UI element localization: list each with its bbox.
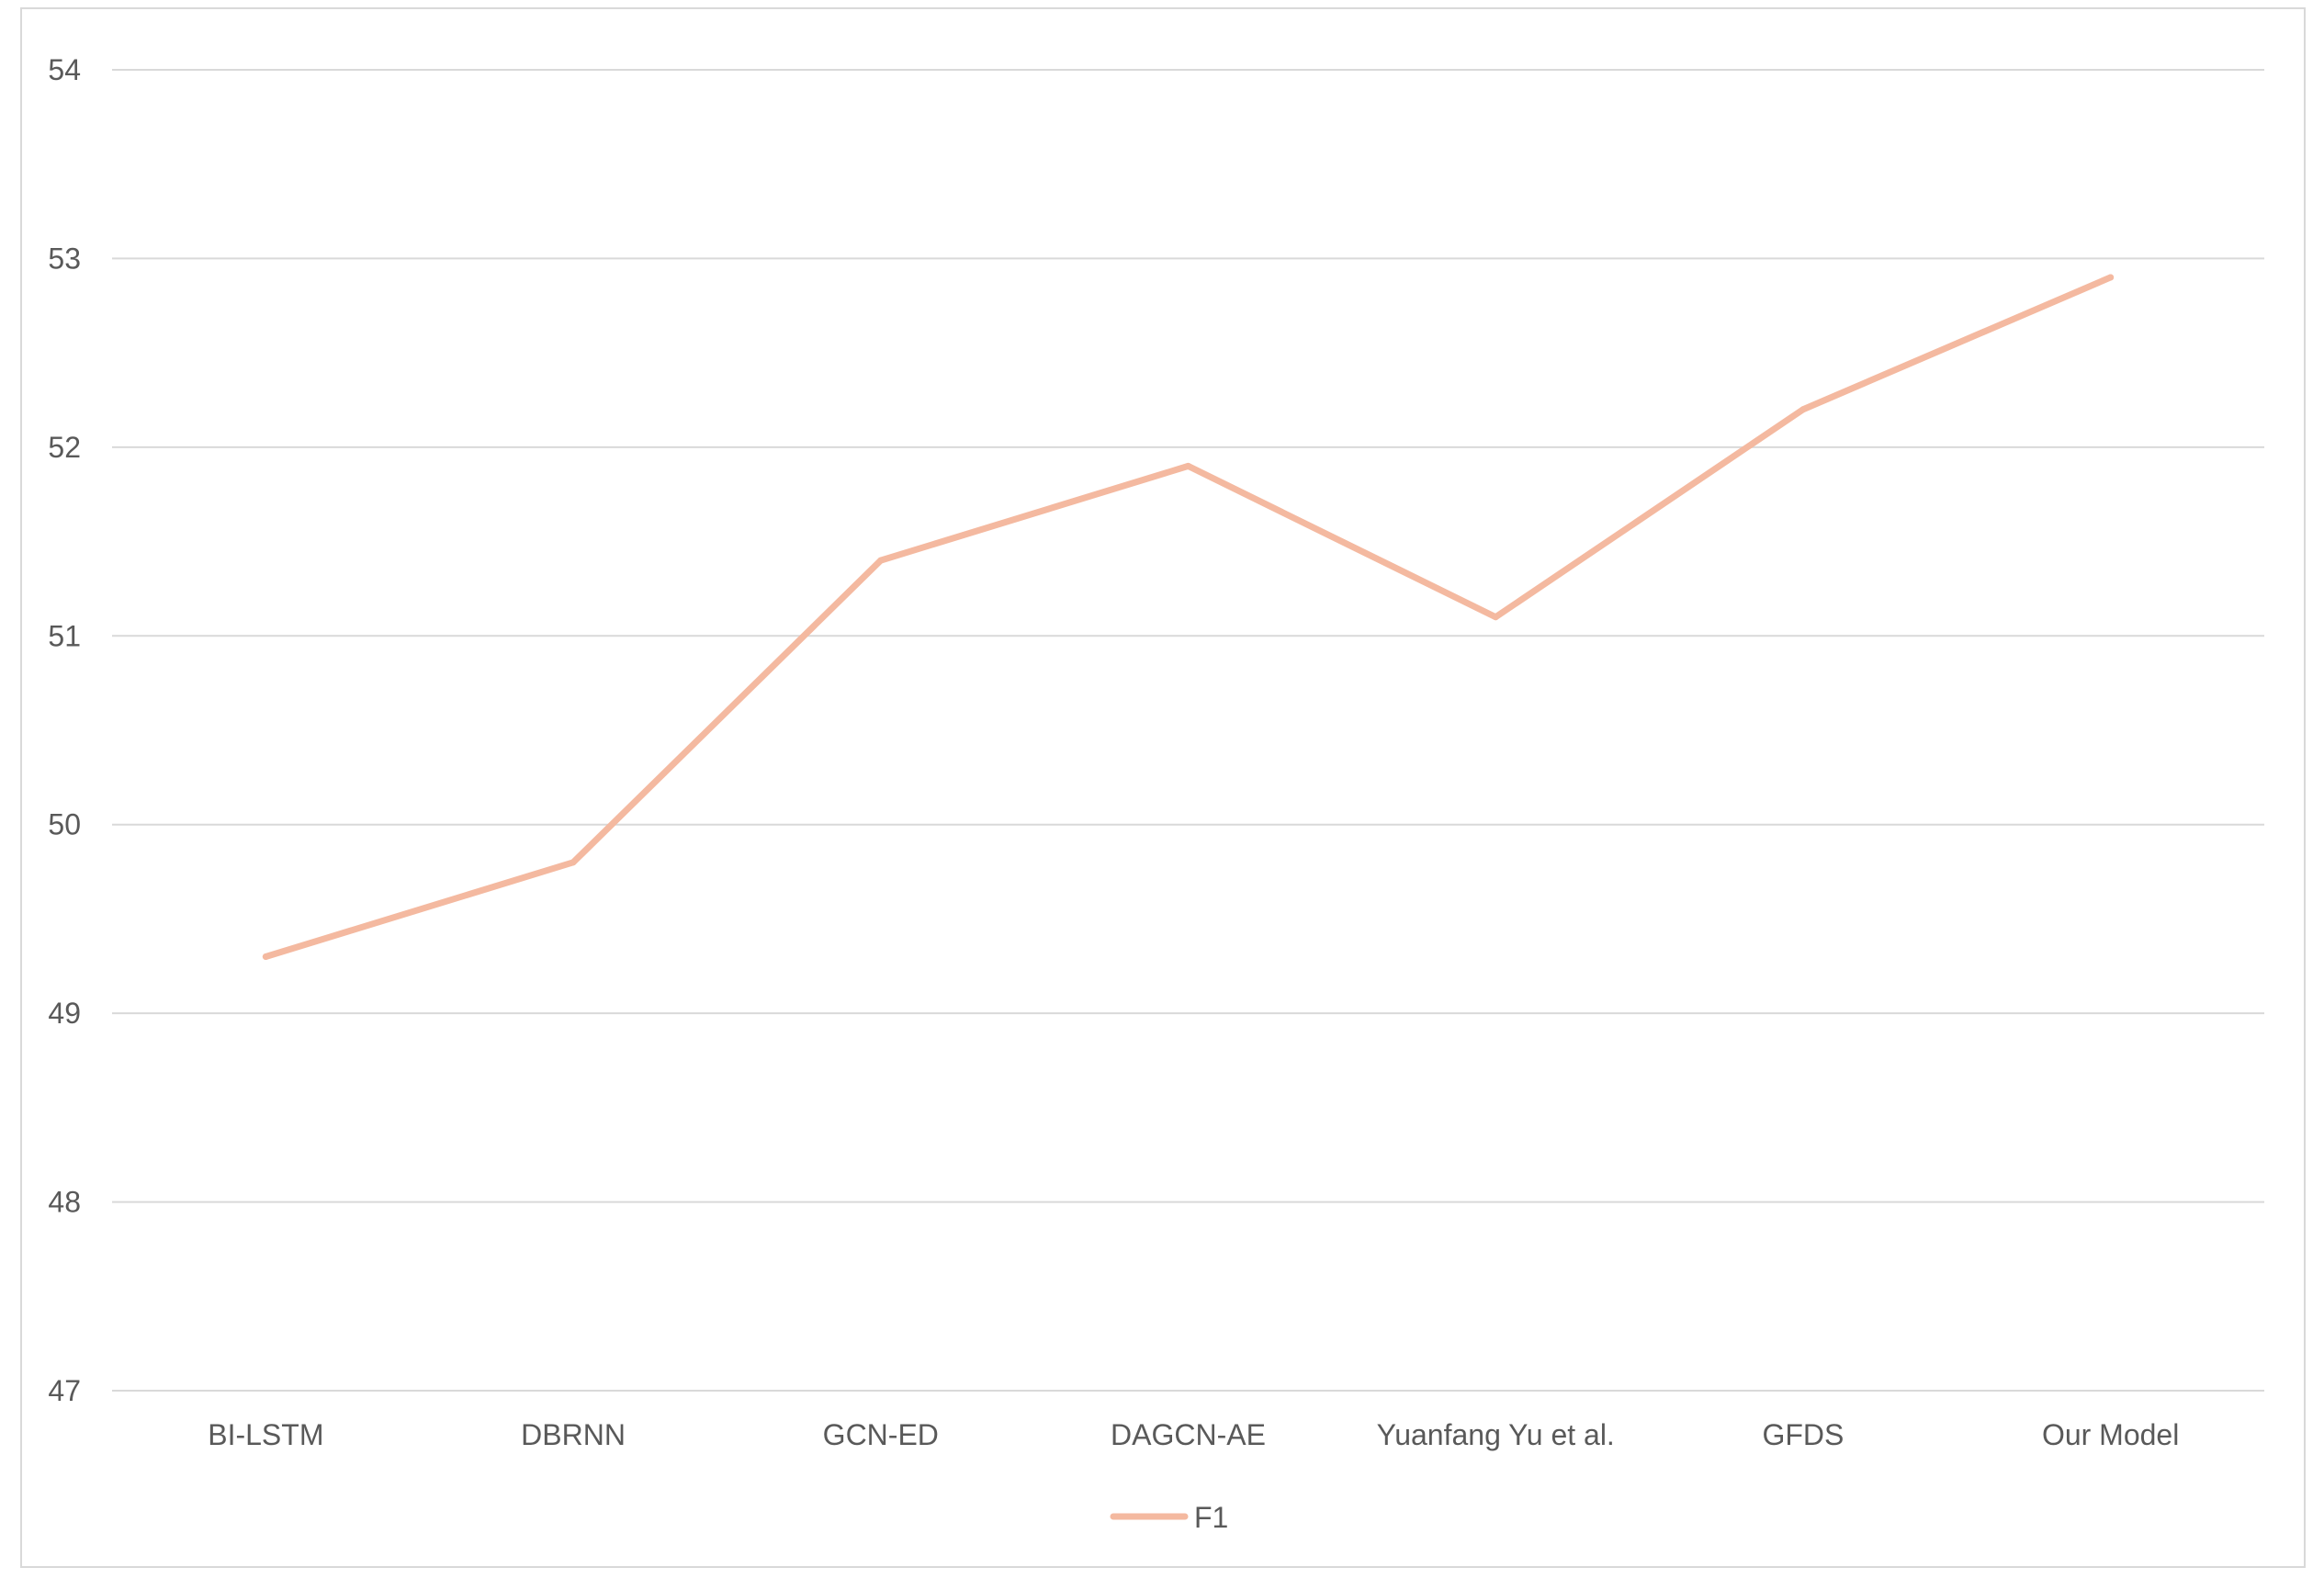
data-point [1492, 614, 1499, 621]
chart-frame [20, 7, 2306, 1568]
legend: F1 [1110, 1501, 1228, 1534]
y-tick-label: 53 [48, 242, 81, 275]
y-tick-label: 50 [48, 808, 81, 841]
data-point [1799, 406, 1807, 413]
y-tick-label: 54 [48, 53, 81, 86]
gridlines [112, 69, 2264, 1392]
data-point [570, 859, 577, 866]
x-tick-label: DAGCN-AE [1111, 1418, 1266, 1451]
series-lines [262, 274, 2115, 961]
y-tick-label: 52 [48, 431, 81, 464]
y-tick-label: 48 [48, 1186, 81, 1219]
y-tick-label: 51 [48, 619, 81, 652]
x-tick-label: Yuanfang Yu et al. [1377, 1418, 1615, 1451]
series-line-f1 [262, 274, 2115, 961]
x-tick-label: GCN-ED [823, 1418, 939, 1451]
x-axis-tick-labels: BI-LSTM DBRNN GCN-ED DAGCN-AE Yuanfang Yu et… [208, 1418, 2179, 1451]
x-tick-label: DBRNN [521, 1418, 626, 1451]
data-point [2107, 274, 2115, 281]
data-point [262, 953, 269, 961]
x-tick-label: GFDS [1762, 1418, 1844, 1451]
y-axis-tick-labels: 47 48 49 50 51 52 53 54 [48, 53, 81, 1407]
y-tick-label: 49 [48, 997, 81, 1030]
data-point [877, 557, 885, 564]
y-tick-label: 47 [48, 1374, 81, 1407]
data-point [1185, 462, 1191, 469]
x-tick-label: Our Model [2042, 1418, 2179, 1451]
x-tick-label: BI-LSTM [208, 1418, 323, 1451]
legend-label: F1 [1194, 1501, 1228, 1534]
